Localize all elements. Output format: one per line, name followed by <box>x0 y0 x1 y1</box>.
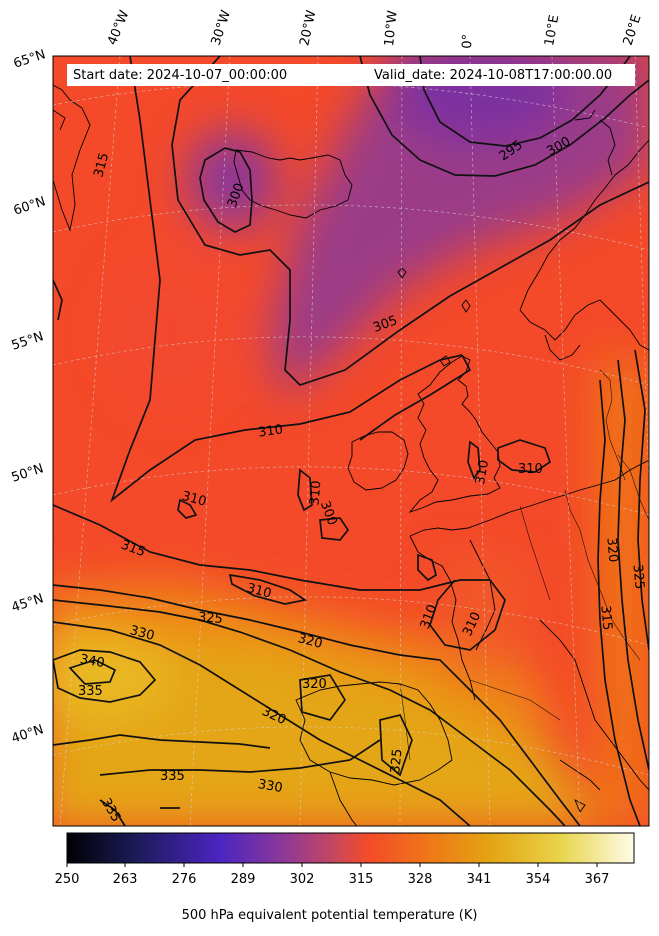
colorbar-ticks <box>66 863 598 867</box>
contour-label: 340 <box>79 652 106 671</box>
colorbar-tick-label: 289 <box>230 872 256 887</box>
contour-label: 310 <box>245 581 273 602</box>
longitude-label: 0° <box>460 33 476 50</box>
colorbar-tick-label: 315 <box>348 872 374 887</box>
contour-label: 310 <box>518 462 543 477</box>
contour-label: 325 <box>630 564 647 590</box>
colorbar-tick-label: 276 <box>171 872 197 887</box>
contour-label: 310 <box>307 480 324 506</box>
contour-label: 325 <box>388 748 405 774</box>
colorbar-tick-label: 302 <box>289 872 315 887</box>
isolines <box>53 56 649 826</box>
temperature-field: 315 300 295 300 305 310 310 310 310 310 … <box>53 56 649 826</box>
contour-label: 330 <box>128 623 156 644</box>
contour-label: 310 <box>180 489 208 510</box>
colorbar-title: 500 hPa equivalent potential temperature… <box>181 908 478 923</box>
date-info-bar: Start date: 2024-10-07_00:00:00 Valid_da… <box>67 64 635 86</box>
colorbar-tick-label: 354 <box>525 872 551 887</box>
colorbar-tick-label: 328 <box>407 872 433 887</box>
colorbar-tick-label: 367 <box>584 872 610 887</box>
contour-label: 320 <box>302 677 327 692</box>
colorbar-tick-label: 250 <box>54 872 80 887</box>
contour-label: 335 <box>78 684 103 699</box>
map-frame <box>52 55 650 827</box>
contour-label: 310 <box>257 422 284 440</box>
contour-label: 320 <box>296 631 324 652</box>
contour-label: 315 <box>597 605 614 631</box>
contour-label: 310 <box>473 459 492 486</box>
start-date-label: Start date: 2024-10-07_00:00:00 <box>73 68 288 83</box>
contour-label: 325 <box>197 610 223 627</box>
colorbar-tick-label: 263 <box>112 872 138 887</box>
country-borders <box>399 369 649 761</box>
longitude-label: 10°W <box>382 9 401 48</box>
contour-label: 335 <box>160 769 185 784</box>
colorbar <box>66 832 635 864</box>
colorbar-tick-label: 341 <box>466 872 492 887</box>
valid-date-label: Valid_date: 2024-10-08T17:00:00.00 <box>374 68 613 83</box>
graticule <box>53 56 649 826</box>
contour-label: 330 <box>257 777 284 796</box>
contour-label: 315 <box>91 151 112 179</box>
contour-label: 320 <box>603 537 620 563</box>
